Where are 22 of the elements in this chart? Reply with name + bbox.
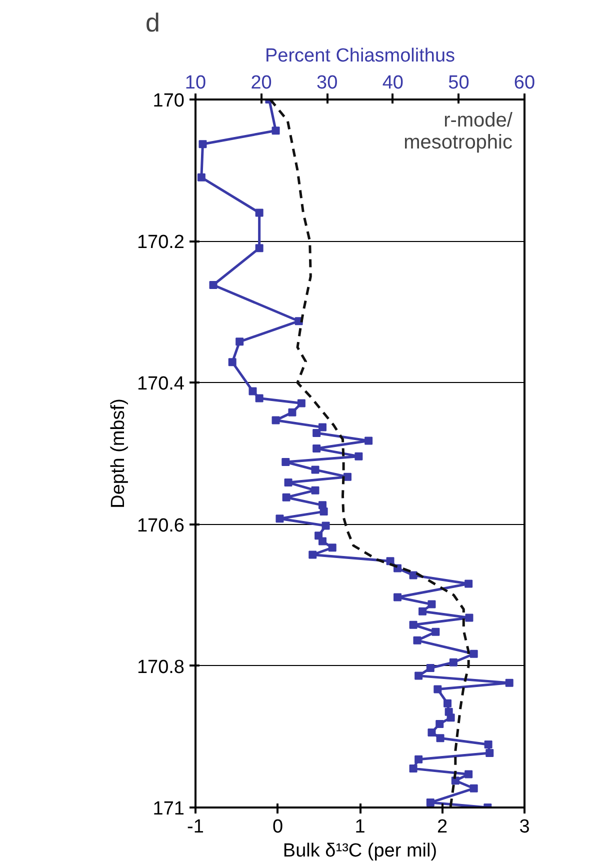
y-tick-label: 171 — [152, 798, 184, 820]
chart-title: d — [146, 8, 160, 38]
x2-tick-label: 50 — [448, 72, 470, 94]
annotation: r-mode/ mesotrophic — [404, 110, 513, 154]
x-tick-label: 3 — [519, 816, 530, 838]
y-tick-label: 170.4 — [136, 374, 185, 395]
y-tick-label: 170 — [152, 90, 184, 112]
x2-axis-title: Percent Chiasmolithus — [264, 46, 456, 66]
x2-tick-label: 40 — [382, 72, 404, 94]
y-tick-label: 170.8 — [136, 656, 184, 678]
x2-tick-label: 20 — [250, 72, 272, 94]
y-tick-label: 170.2 — [136, 232, 184, 254]
x-axis-title: Bulk δ¹³C (per mil) — [282, 840, 438, 862]
x-tick-label: 0 — [272, 816, 284, 838]
x2-tick-label: 10 — [184, 72, 206, 94]
y-tick-label: 170.6 — [136, 515, 184, 536]
x-tick-label: 1 — [354, 816, 366, 838]
y-axis-title: Depth (mbsf) — [108, 398, 129, 508]
x2-tick-label: 30 — [316, 72, 338, 94]
x-tick-label: -1 — [187, 816, 204, 838]
x-tick-label: 2 — [436, 816, 448, 838]
x2-tick-label: 60 — [514, 72, 536, 94]
